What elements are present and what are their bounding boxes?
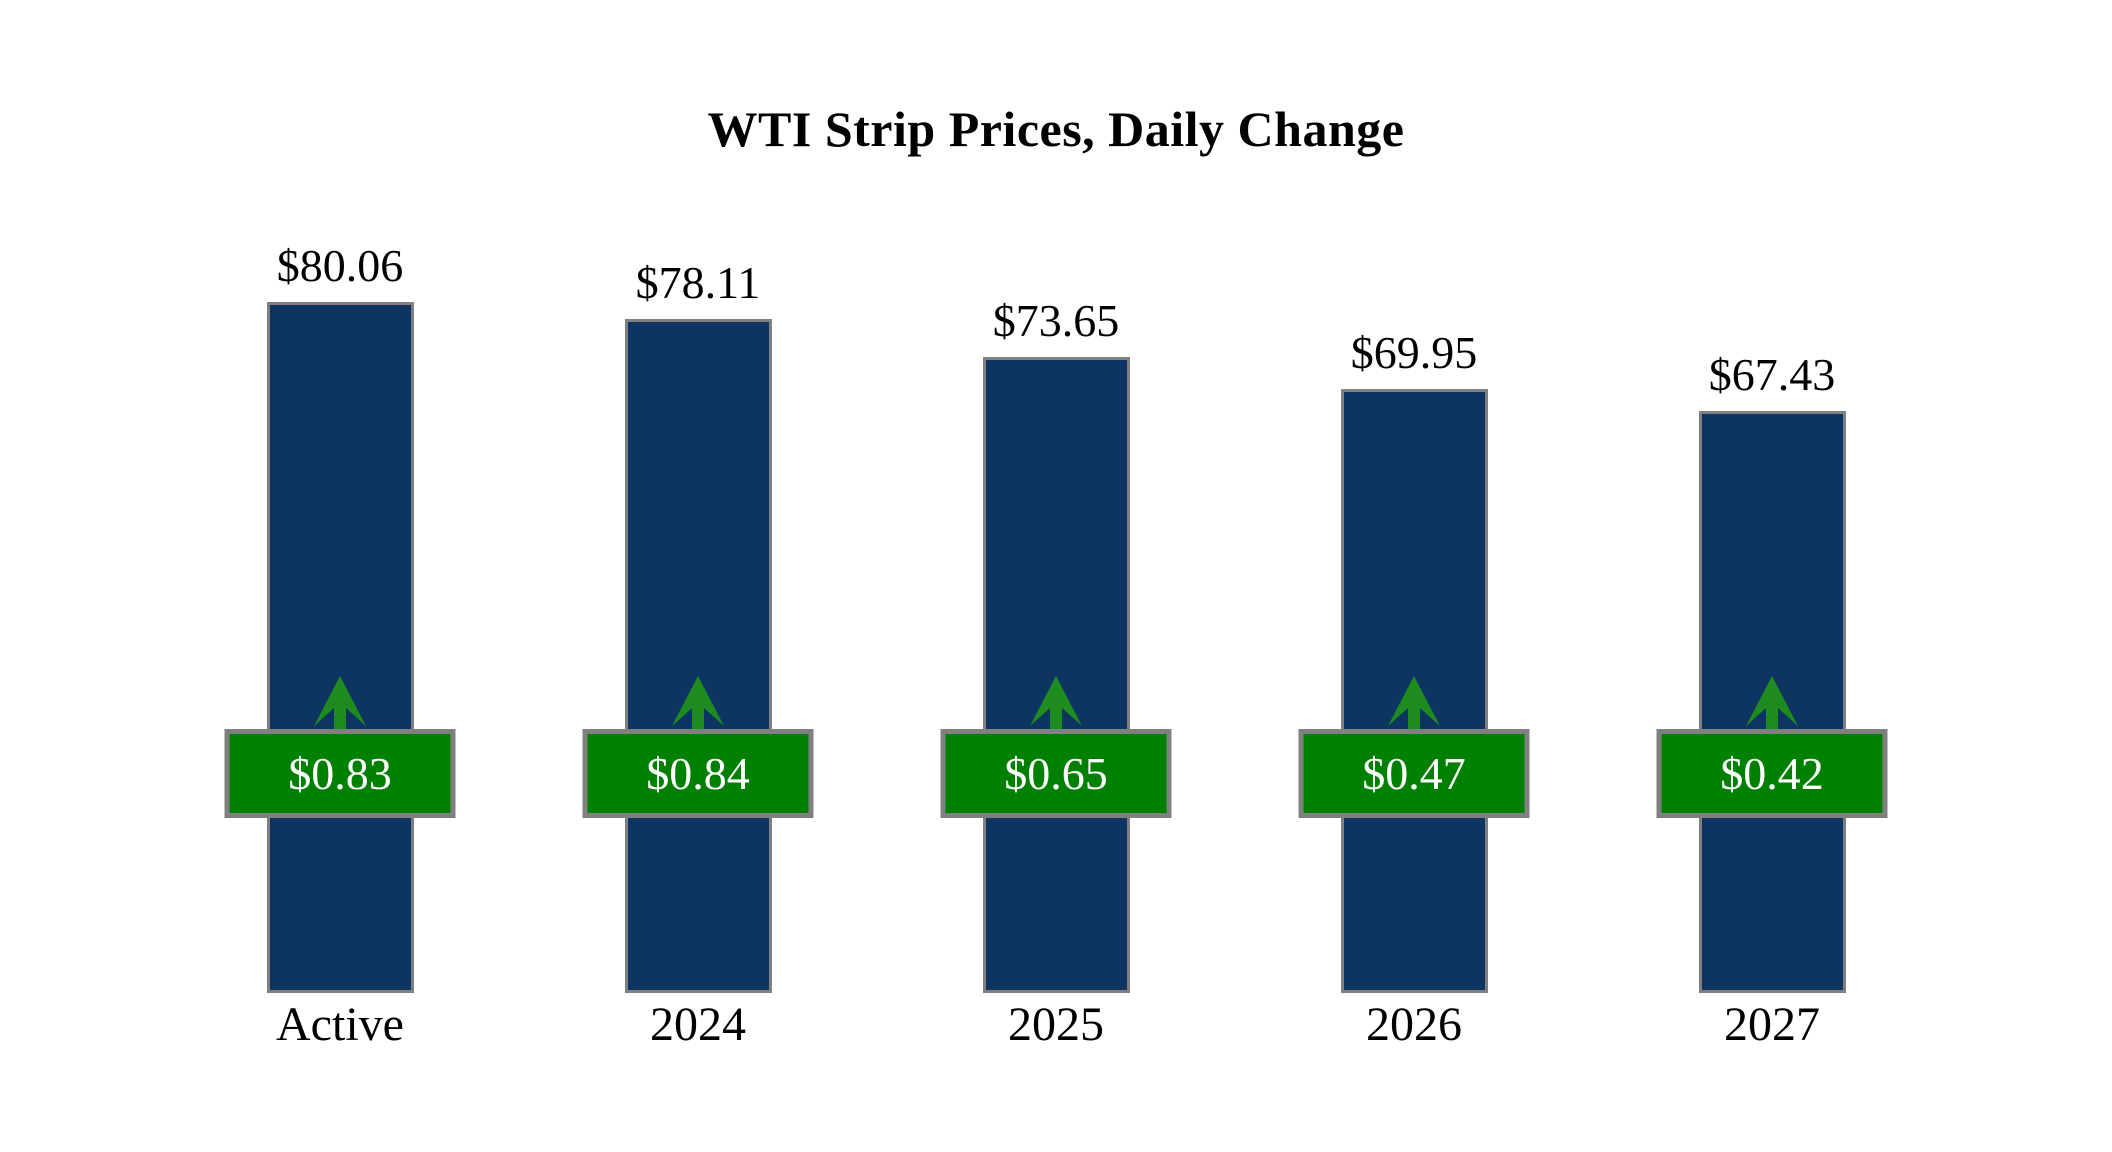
bar-column-2024: $78.11 $0.84 xyxy=(519,0,877,993)
up-arrow-icon xyxy=(1030,676,1082,730)
up-arrow-icon xyxy=(1388,676,1440,730)
daily-change-value: $0.47 xyxy=(1362,747,1466,799)
price-label: $78.11 xyxy=(635,257,761,308)
price-label: $73.65 xyxy=(992,295,1120,346)
plot-area: $80.06 $0.83 $78.11 $0.84 $73.65 $0.65 $… xyxy=(161,0,1951,993)
category-label: 2027 xyxy=(1724,998,1820,1051)
daily-change-badge: $0.83 xyxy=(224,729,456,818)
price-label: $80.06 xyxy=(276,240,404,291)
daily-change-value: $0.83 xyxy=(288,747,392,799)
category-label: 2025 xyxy=(1008,998,1104,1051)
daily-change-badge: $0.42 xyxy=(1656,729,1888,818)
daily-change-badge: $0.84 xyxy=(582,729,814,818)
price-label: $67.43 xyxy=(1708,349,1836,400)
daily-change-value: $0.84 xyxy=(646,747,750,799)
chart-title: WTI Strip Prices, Daily Change xyxy=(707,101,1405,157)
bar-column-2026: $69.95 $0.47 xyxy=(1235,0,1593,993)
category-label: Active xyxy=(276,998,404,1051)
up-arrow-icon xyxy=(1746,676,1798,730)
price-bar xyxy=(624,319,772,993)
price-bar xyxy=(266,302,414,993)
price-label: $69.95 xyxy=(1350,327,1478,378)
daily-change-value: $0.65 xyxy=(1004,747,1108,799)
category-axis: Active 2024 2025 2026 2027 xyxy=(0,996,2112,1054)
category-label: 2026 xyxy=(1366,998,1462,1051)
up-arrow-icon xyxy=(314,676,366,730)
bar-column-2025: $73.65 $0.65 xyxy=(877,0,1235,993)
bar-column-active: $80.06 $0.83 xyxy=(161,0,519,993)
price-bar xyxy=(982,357,1130,993)
up-arrow-icon xyxy=(672,676,724,730)
category-label: 2024 xyxy=(650,998,746,1051)
bar-column-2027: $67.43 $0.42 xyxy=(1593,0,1951,993)
daily-change-badge: $0.65 xyxy=(940,729,1172,818)
daily-change-value: $0.42 xyxy=(1720,747,1824,799)
daily-change-badge: $0.47 xyxy=(1298,729,1530,818)
